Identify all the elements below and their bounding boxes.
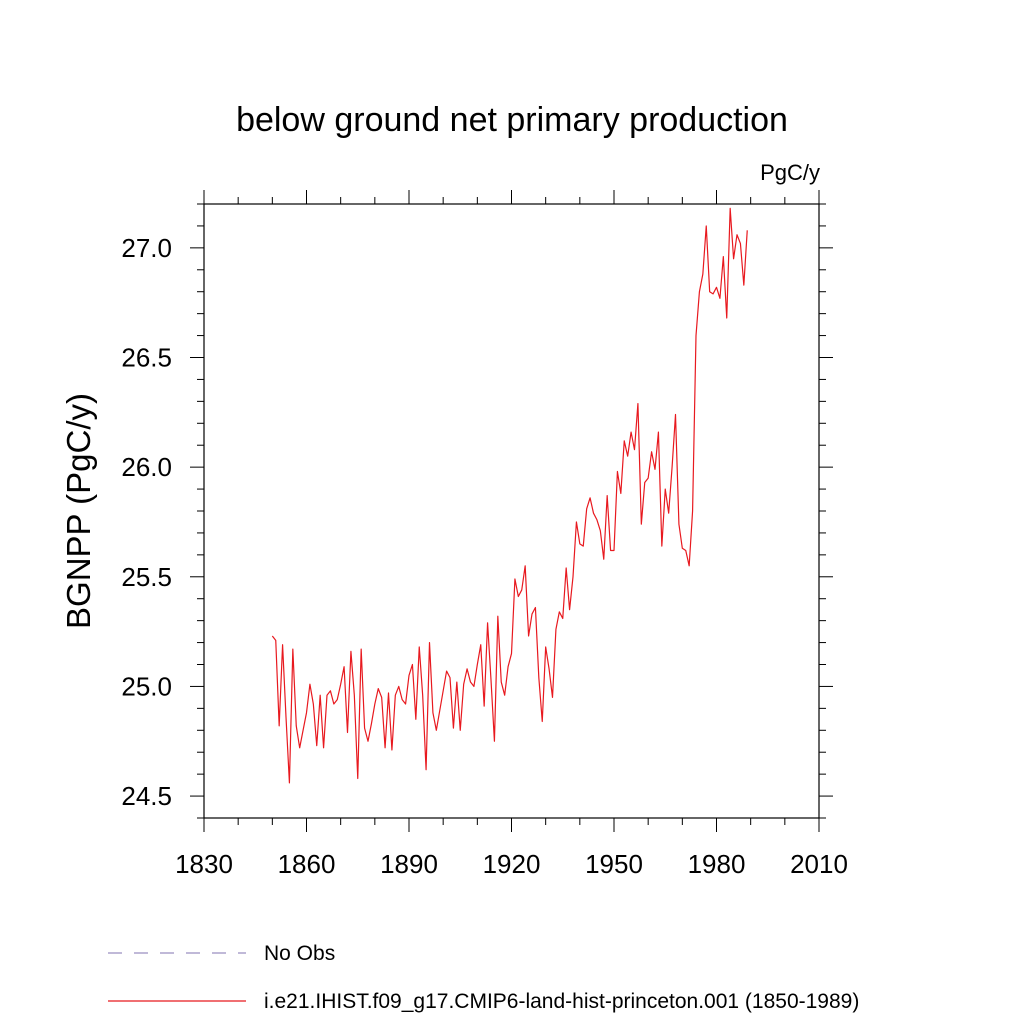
y-tick-label: 25.5 [121, 562, 172, 592]
series-line-0 [271, 207, 748, 784]
x-tick-label: 1950 [585, 849, 643, 879]
series-layer [271, 207, 748, 784]
x-tick-label: 1980 [688, 849, 746, 879]
x-tick-label: 2010 [790, 849, 848, 879]
y-axis-ticks: 24.5 25.0 25.5 26.0 26.5 27.0 [121, 203, 833, 819]
y-axis-label: BGNPP (PgC/y) [60, 393, 97, 629]
x-tick-label: 1890 [380, 849, 438, 879]
x-axis-ticks: 1830 1860 1890 1920 1950 1980 2010 [175, 190, 848, 879]
units-label: PgC/y [760, 160, 820, 185]
y-tick-label: 26.5 [121, 343, 172, 373]
y-tick-label: 24.5 [121, 781, 172, 811]
y-tick-label: 26.0 [121, 452, 172, 482]
x-tick-label: 1830 [175, 849, 233, 879]
y-tick-label: 25.0 [121, 671, 172, 701]
x-tick-label: 1920 [483, 849, 541, 879]
legend-label-no-obs: No Obs [264, 942, 335, 965]
y-tick-label: 27.0 [121, 233, 172, 263]
legend-label-model-run: i.e21.IHIST.f09_g17.CMIP6-land-hist-prin… [264, 990, 859, 1013]
legend: No Obs i.e21.IHIST.f09_g17.CMIP6-land-hi… [108, 942, 859, 1013]
chart-title: below ground net primary production [236, 101, 788, 139]
x-tick-label: 1860 [278, 849, 336, 879]
